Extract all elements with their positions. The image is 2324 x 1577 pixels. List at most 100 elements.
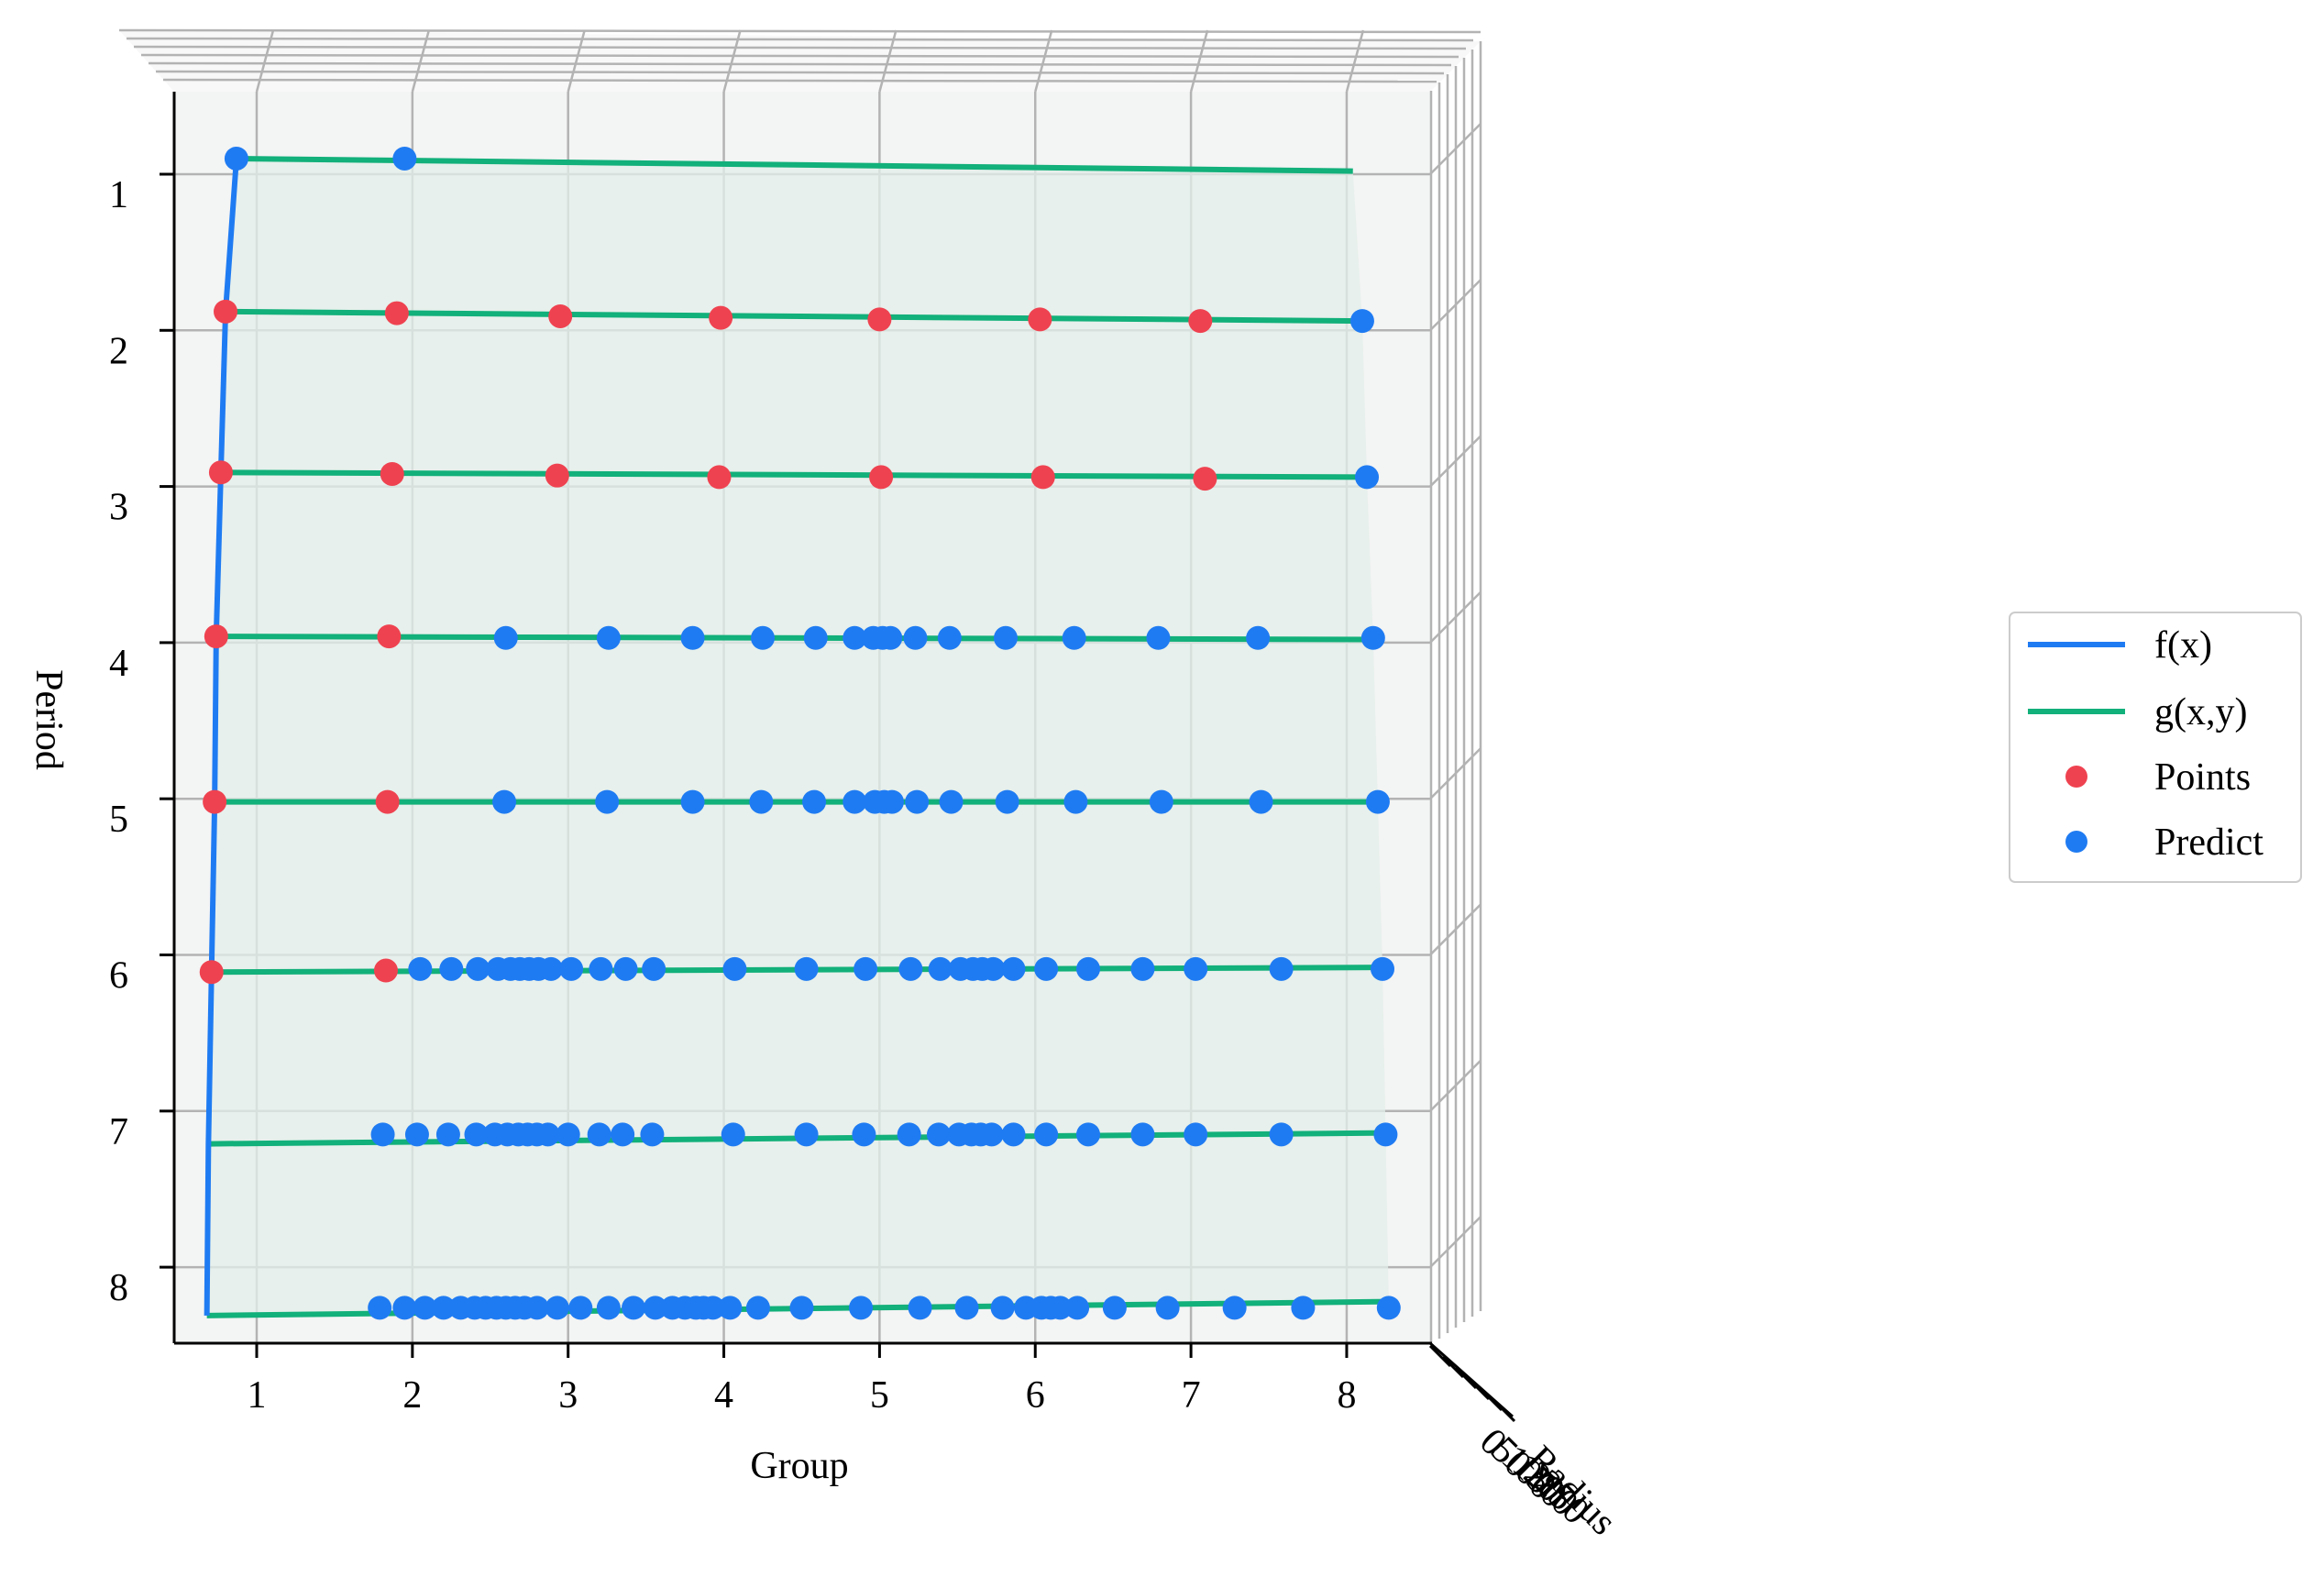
predict-marker <box>680 625 705 650</box>
predict-marker <box>803 625 828 650</box>
predict-marker <box>954 1296 979 1320</box>
predict-marker <box>789 1296 814 1320</box>
predict-marker <box>794 1122 819 1147</box>
f-series-line <box>204 158 239 1316</box>
point-marker <box>384 301 409 325</box>
predict-marker <box>493 625 518 650</box>
legend-g-label: g(x,y) <box>2154 691 2247 733</box>
g-line <box>215 634 1373 643</box>
point-marker <box>709 305 733 330</box>
predict-marker <box>1249 789 1273 814</box>
point-marker <box>208 460 233 485</box>
predict-marker <box>928 956 953 981</box>
predict-marker <box>368 1296 392 1320</box>
predict-marker <box>1001 956 1026 981</box>
predict-marker <box>404 1122 429 1147</box>
point-marker <box>204 624 228 649</box>
predict-marker <box>1130 956 1155 981</box>
predict-marker <box>1001 1122 1026 1147</box>
point-marker <box>1028 307 1052 332</box>
y-tick-label: 8 <box>109 1267 128 1309</box>
predict-marker <box>535 1122 560 1147</box>
predict-marker <box>898 956 923 981</box>
point-marker <box>375 789 400 814</box>
point-marker <box>867 307 892 332</box>
predict-marker <box>1349 309 1374 334</box>
predict-marker <box>794 956 819 981</box>
y-tick-label: 1 <box>109 174 128 216</box>
predict-marker <box>1102 1296 1127 1320</box>
predict-marker <box>392 146 417 171</box>
predict-marker <box>1355 465 1380 490</box>
predict-marker <box>843 789 867 814</box>
predict-marker <box>439 956 464 981</box>
point-marker <box>377 624 402 649</box>
predict-marker <box>568 1296 593 1320</box>
predict-marker <box>849 1296 874 1320</box>
y-tick-label: 7 <box>109 1111 128 1153</box>
predict-marker <box>1360 625 1385 650</box>
point-marker <box>548 303 573 328</box>
predict-marker <box>926 1122 951 1147</box>
predict-marker <box>905 789 930 814</box>
g-line <box>226 308 1362 325</box>
x-tick-label: 2 <box>402 1374 422 1417</box>
predict-marker <box>556 1122 580 1147</box>
predict-marker <box>993 625 1018 650</box>
predict-marker <box>1269 1122 1294 1147</box>
predict-marker <box>611 1122 635 1147</box>
pane-edge-top <box>155 70 1445 75</box>
legend: f(x) g(x,y) Points Predict <box>2009 612 2302 883</box>
legend-points-marker <box>2065 766 2087 788</box>
predict-marker <box>751 625 776 650</box>
legend-points-label: Points <box>2154 756 2251 799</box>
predict-marker <box>718 1296 743 1320</box>
predict-marker <box>464 1122 489 1147</box>
predict-marker <box>1373 1122 1398 1147</box>
predict-marker <box>745 1296 770 1320</box>
x-tick-label: 5 <box>870 1374 889 1417</box>
predict-marker <box>1034 956 1059 981</box>
point-marker <box>869 465 894 490</box>
predict-marker <box>700 1296 725 1320</box>
x-tick-label: 4 <box>714 1374 733 1417</box>
pane-edge-top <box>126 37 1474 42</box>
z-axis-line <box>1429 1341 1514 1418</box>
predict-marker <box>1034 1122 1059 1147</box>
pane-edge-top <box>140 53 1459 59</box>
predict-marker <box>879 789 904 814</box>
f-line <box>204 158 239 1316</box>
predict-marker <box>643 1296 667 1320</box>
predict-marker <box>640 1122 665 1147</box>
predict-marker <box>680 789 705 814</box>
pane-edge-top <box>162 78 1437 83</box>
legend-predict-marker <box>2065 831 2087 853</box>
predict-marker <box>852 1122 876 1147</box>
predict-marker <box>1222 1296 1247 1320</box>
point-marker <box>199 960 224 985</box>
predict-marker <box>613 956 638 981</box>
predict-marker <box>596 1296 621 1320</box>
surface <box>206 158 1389 1316</box>
predict-marker <box>995 789 1019 814</box>
predict-marker <box>937 625 962 650</box>
predict-marker <box>559 956 584 981</box>
predict-marker <box>1371 956 1395 981</box>
predict-marker <box>1365 789 1390 814</box>
predict-marker <box>749 789 774 814</box>
predict-marker <box>466 956 490 981</box>
predict-marker <box>1063 789 1088 814</box>
surface-fill <box>206 158 1389 1316</box>
predict-series <box>224 146 1401 1320</box>
g-line <box>236 155 1353 174</box>
predict-marker <box>1065 1296 1090 1320</box>
predict-marker <box>1130 1122 1155 1147</box>
y-tick-label: 3 <box>109 487 128 529</box>
predict-marker <box>1062 625 1086 650</box>
predict-marker <box>1155 1296 1180 1320</box>
point-marker <box>1030 465 1055 490</box>
x-tick-label: 6 <box>1026 1374 1045 1417</box>
predict-marker <box>981 956 1006 981</box>
